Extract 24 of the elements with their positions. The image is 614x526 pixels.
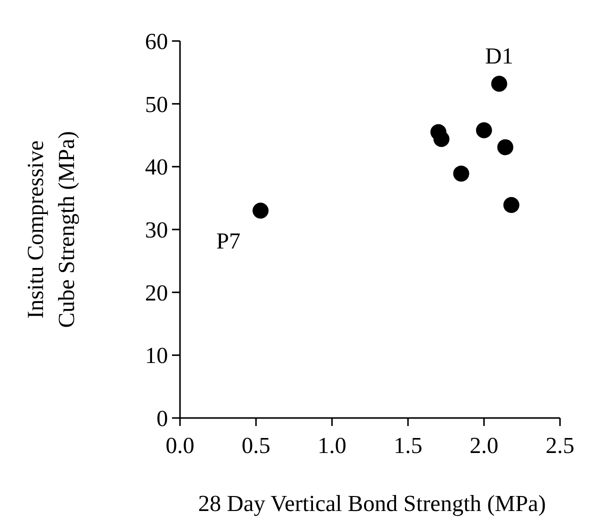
x-tick-label: 2.0 xyxy=(470,433,498,458)
y-tick-label: 40 xyxy=(145,154,168,180)
y-tick-label: 10 xyxy=(145,343,168,368)
x-tick-label: 1.0 xyxy=(318,433,346,458)
y-axis-title: Insitu Compressive Cube Strength (MPa) xyxy=(23,131,79,328)
point xyxy=(433,131,450,148)
point xyxy=(497,139,514,156)
point xyxy=(252,202,269,219)
x-tick-label: 1.5 xyxy=(394,433,422,458)
annotation: P7 xyxy=(216,228,241,254)
point xyxy=(503,196,520,213)
y-tick-label: 20 xyxy=(145,280,168,306)
point xyxy=(453,166,470,182)
x-axis-title: 28 Day Vertical Bond Strength (MPa) xyxy=(198,491,546,516)
x-tick-label: 0.0 xyxy=(166,433,194,458)
point xyxy=(476,122,492,138)
point xyxy=(491,76,508,92)
y-tick-label: 30 xyxy=(145,218,168,242)
y-tick-label: 50 xyxy=(145,92,168,117)
y-tick-label: 0 xyxy=(156,406,168,431)
x-tick-label: 0.5 xyxy=(242,433,270,458)
annotation: D1 xyxy=(485,44,514,69)
x-tick-label: 2.5 xyxy=(546,433,574,458)
y-tick-label: 60 xyxy=(145,29,168,54)
